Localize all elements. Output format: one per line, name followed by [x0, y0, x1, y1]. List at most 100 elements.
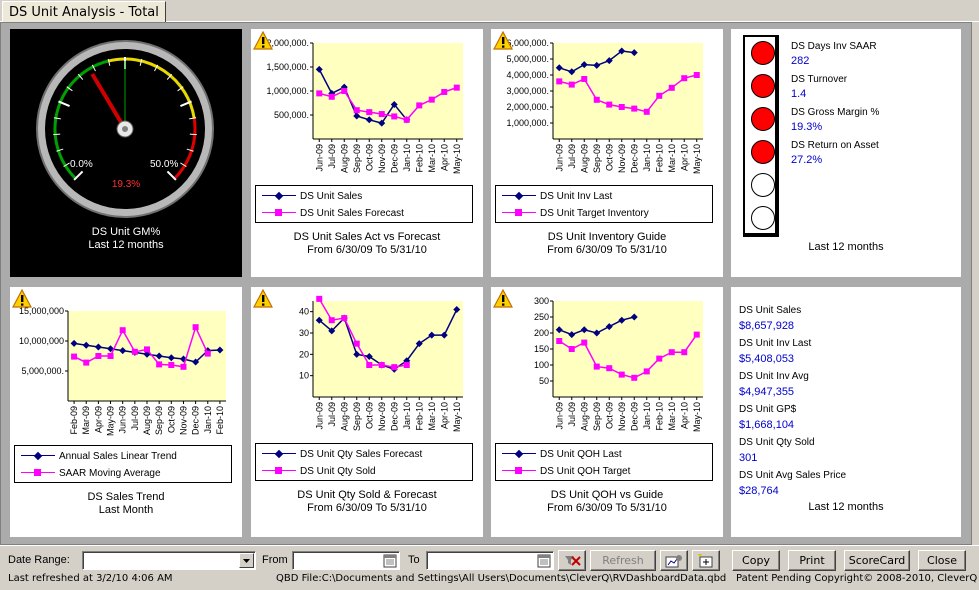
warning-icon[interactable]: [12, 289, 32, 309]
refresh-button[interactable]: Refresh: [590, 550, 656, 571]
data-point: [403, 116, 410, 123]
calendar-icon[interactable]: [537, 553, 551, 568]
toolbar: Date Range: From To Refresh Copy Print S…: [0, 545, 979, 571]
data-point: [353, 340, 360, 347]
chart-tile-trend: 15,000,000 10,000,000 5,000,000. Feb-09 Mar-…: [10, 287, 242, 537]
data-point: [365, 116, 373, 124]
calendar-icon[interactable]: [383, 553, 397, 568]
data-point: [167, 354, 175, 362]
x-tick-label: Nov-09: [617, 144, 627, 173]
line-chart: 300 250 200 150 100 50 Jun-09 Jul-09 Aug-09 Sep-0…: [534, 296, 703, 432]
chart-caption: DS Unit Inventory Guide: [547, 231, 667, 243]
x-tick-label: Dec-09: [629, 144, 639, 173]
data-point: [605, 57, 613, 65]
copy-button[interactable]: Copy: [732, 550, 780, 571]
x-tick-label: Jul-09: [567, 144, 577, 169]
legend-item: DS Unit Target Inventory: [502, 206, 649, 220]
warning-icon[interactable]: [493, 31, 513, 51]
scorecard-button[interactable]: ScoreCard: [844, 550, 910, 571]
line-chart: 6,000,000. 5,000,000. 4,000,000. 3,000,000.…: [506, 38, 703, 174]
tab-dashboard[interactable]: DS Unit Analysis - Total: [2, 1, 166, 23]
summary-value: $1,668,104: [739, 419, 795, 431]
data-point: [581, 339, 588, 346]
clear-filter-button[interactable]: [558, 550, 586, 571]
kpi-label: DS Turnover: [791, 74, 848, 85]
x-tick-label: Oct-09: [364, 402, 374, 429]
data-point: [328, 317, 335, 324]
close-button[interactable]: Close: [918, 550, 966, 571]
warning-icon[interactable]: [253, 31, 273, 51]
summary-label: DS Unit GP$: [739, 404, 797, 415]
legend-item: SAAR Moving Average: [21, 466, 161, 480]
y-tick-label: 30: [299, 328, 309, 338]
x-tick-label: Feb-09: [69, 406, 79, 435]
data-point: [556, 78, 563, 85]
summary-footer: Last 12 months: [808, 501, 884, 513]
data-point: [693, 72, 700, 78]
y-tick-label: 50: [539, 376, 549, 386]
data-point: [416, 102, 423, 109]
print-button[interactable]: Print: [788, 550, 836, 571]
x-tick-label: Jan-10: [402, 402, 412, 430]
data-point: [315, 316, 323, 324]
x-tick-label: Apr-10: [679, 144, 689, 171]
x-tick-label: Aug-09: [579, 402, 589, 431]
status-light-red: [751, 107, 775, 131]
legend-label: Annual Sales Linear Trend: [59, 450, 177, 462]
gauge-min-label: 0.0%: [70, 159, 93, 170]
data-point: [316, 295, 323, 302]
y-tick-label: 150: [534, 344, 549, 354]
from-date-field[interactable]: [292, 551, 400, 570]
data-point: [453, 306, 461, 314]
data-point: [119, 327, 126, 334]
data-point: [568, 81, 575, 88]
y-tick-label: 10: [299, 371, 309, 381]
legend-item: DS Unit QOH Target: [502, 464, 630, 478]
warning-icon[interactable]: [253, 289, 273, 309]
chart-legend: DS Unit Qty Sales Forecast DS Unit Qty So…: [255, 443, 473, 481]
legend-label: DS Unit Qty Sales Forecast: [300, 448, 423, 460]
gauge-tile: 0.0% 50.0% 19.3% DS Unit GM% Last 12 mon…: [10, 29, 242, 277]
x-tick-label: Jul-09: [567, 402, 577, 427]
x-tick-label: Nov-09: [617, 402, 627, 431]
y-tick-label: 1,000,000.: [266, 86, 309, 96]
legend-label: DS Unit Sales Forecast: [300, 207, 404, 219]
legend-label: DS Unit Qty Sold: [300, 465, 376, 477]
data-point: [593, 61, 601, 69]
legend-swatch: [262, 190, 296, 202]
x-tick-label: Jun-09: [554, 144, 564, 172]
copyright-text: Patent Pending Copyright© 2008-2010, Cle…: [736, 573, 978, 584]
gauge-value-label: 19.3%: [111, 179, 141, 190]
legend-item: Annual Sales Linear Trend: [21, 449, 177, 463]
legend-label: DS Unit QOH Target: [540, 465, 631, 477]
kpi-value: 19.3%: [791, 121, 823, 133]
x-tick-label: Jan-10: [203, 406, 213, 434]
x-tick-label: Dec-09: [389, 402, 399, 431]
x-tick-label: Jan-10: [642, 144, 652, 172]
x-tick-label: Aug-09: [339, 144, 349, 173]
chevron-down-icon[interactable]: [239, 553, 254, 568]
chart-date-range: From 6/30/09 To 5/31/10: [307, 502, 427, 514]
x-tick-label: Jan-10: [642, 402, 652, 430]
x-tick-label: Nov-09: [377, 402, 387, 431]
to-label: To: [408, 554, 420, 566]
x-tick-label: Sep-09: [592, 144, 602, 173]
chart-tile-qty: 40 30 20 10 Jun-09 Jul-09 Aug-09 Sep-09 Oct-09 No…: [251, 287, 483, 537]
data-point: [593, 96, 600, 103]
warning-icon[interactable]: [493, 289, 513, 309]
data-point: [378, 119, 386, 127]
data-point: [70, 339, 78, 347]
x-tick-label: Aug-09: [339, 402, 349, 431]
summary-label: DS Unit Qty Sold: [739, 437, 815, 448]
data-point: [656, 355, 663, 362]
data-point: [340, 83, 348, 91]
chart-options-button[interactable]: [660, 550, 688, 571]
data-point: [693, 331, 700, 338]
status-light-red: [751, 74, 775, 98]
data-point: [643, 368, 650, 375]
add-chart-button[interactable]: [692, 550, 720, 571]
to-date-field[interactable]: [426, 551, 554, 570]
date-range-select[interactable]: [82, 551, 256, 570]
y-tick-label: 5,000,000.: [506, 54, 549, 64]
chart-legend: Annual Sales Linear Trend SAAR Moving Ave…: [14, 445, 232, 483]
